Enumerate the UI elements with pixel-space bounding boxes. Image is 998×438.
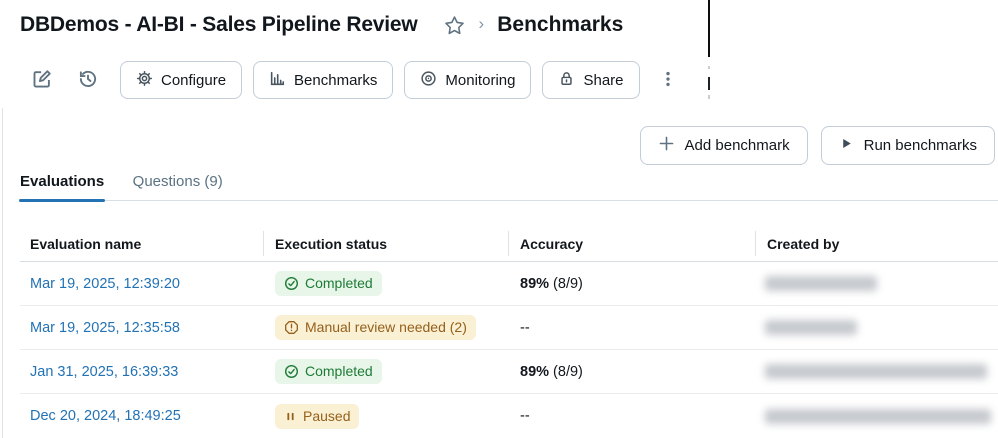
run-benchmarks-button[interactable]: Run benchmarks [820,126,995,165]
play-icon [839,136,854,155]
accuracy-value: -- [520,319,530,336]
table-body: Mar 19, 2025, 12:39:20 Completed 89% (8/9)… [8,262,998,438]
crop-artifact-line [708,77,710,90]
favorite-star-icon[interactable] [444,14,466,36]
status-label: Completed [305,363,373,379]
accuracy-value: 89% (8/9) [520,275,583,292]
status-label: Manual review needed (2) [305,319,467,335]
table-row[interactable]: Dec 20, 2024, 18:49:25 Paused -- [20,394,998,438]
add-benchmark-button[interactable]: Add benchmark [639,126,808,165]
accuracy-value: -- [520,408,530,424]
table-header-row: Evaluation name Execution status Accurac… [20,226,998,262]
edit-icon [32,69,52,92]
alert-octagon-icon [284,320,299,335]
target-icon [420,70,437,91]
share-button[interactable]: Share [542,61,640,99]
redacted-created-by [765,364,987,379]
redacted-created-by [765,320,857,335]
breadcrumb-separator: › [478,14,485,33]
run-benchmarks-label: Run benchmarks [863,137,977,154]
kebab-menu-icon [659,70,677,91]
breadcrumb-current: Benchmarks [497,13,624,36]
page-title: DBDemos - AI-BI - Sales Pipeline Review [20,13,418,36]
tab-bar: Evaluations Questions (9) [19,172,998,202]
edit-button[interactable] [30,68,54,92]
evaluation-name-link[interactable]: Mar 19, 2025, 12:39:20 [30,275,180,292]
status-badge: Completed [275,359,382,384]
configure-label: Configure [161,71,227,89]
col-header-execution-status: Execution status [263,226,508,261]
monitoring-button[interactable]: Monitoring [404,61,532,99]
redacted-created-by [765,276,877,291]
status-label: Completed [305,275,373,291]
accuracy-value: 89% (8/9) [520,363,583,380]
share-label: Share [583,71,624,89]
monitoring-label: Monitoring [445,71,516,89]
evaluations-table: Evaluation name Execution status Accurac… [8,226,998,438]
col-header-created-by: Created by [755,226,998,261]
benchmarks-label: Benchmarks [294,71,378,89]
crop-artifact-line [708,0,710,57]
tab-questions[interactable]: Questions (9) [132,173,223,190]
benchmarks-button[interactable]: Benchmarks [253,61,394,99]
kebab-menu-button[interactable] [656,68,680,92]
toolbar: Configure Benchmarks Monitoring [30,61,680,99]
redacted-created-by [765,408,991,424]
status-label: Paused [303,407,351,424]
crop-artifact-tick [708,95,710,99]
panel-edge-line [2,108,3,438]
version-history-button[interactable] [76,68,100,92]
check-circle-icon [284,364,299,379]
status-badge: Paused [275,403,360,429]
table-row[interactable]: Mar 19, 2025, 12:35:58 Manual review need… [20,306,998,350]
lock-icon [558,70,575,91]
bar-chart-icon [269,70,286,91]
evaluation-name-link[interactable]: Mar 19, 2025, 12:35:58 [30,319,180,336]
table-row[interactable]: Jan 31, 2025, 16:39:33 Completed 89% (8/9) [8,350,998,394]
add-benchmark-label: Add benchmark [684,137,790,154]
check-circle-icon [284,276,299,291]
tab-evaluations[interactable]: Evaluations [19,172,106,202]
history-icon [78,69,98,92]
gear-icon [136,70,153,91]
pause-icon [284,410,297,423]
evaluation-name-link[interactable]: Dec 20, 2024, 18:49:25 [30,408,181,424]
col-header-evaluation-name: Evaluation name [30,235,142,252]
col-header-accuracy: Accuracy [508,226,755,261]
table-row[interactable]: Mar 19, 2025, 12:39:20 Completed 89% (8/9) [20,262,998,306]
table-actions: Add benchmark Run benchmarks [639,126,995,165]
plus-icon [658,135,675,156]
configure-button[interactable]: Configure [120,61,243,99]
status-badge: Completed [275,271,382,296]
evaluation-name-link[interactable]: Jan 31, 2025, 16:39:33 [30,363,179,380]
breadcrumb: DBDemos - AI-BI - Sales Pipeline Review … [20,13,623,37]
crop-artifact-tick [708,66,710,69]
status-badge: Manual review needed (2) [275,315,476,340]
